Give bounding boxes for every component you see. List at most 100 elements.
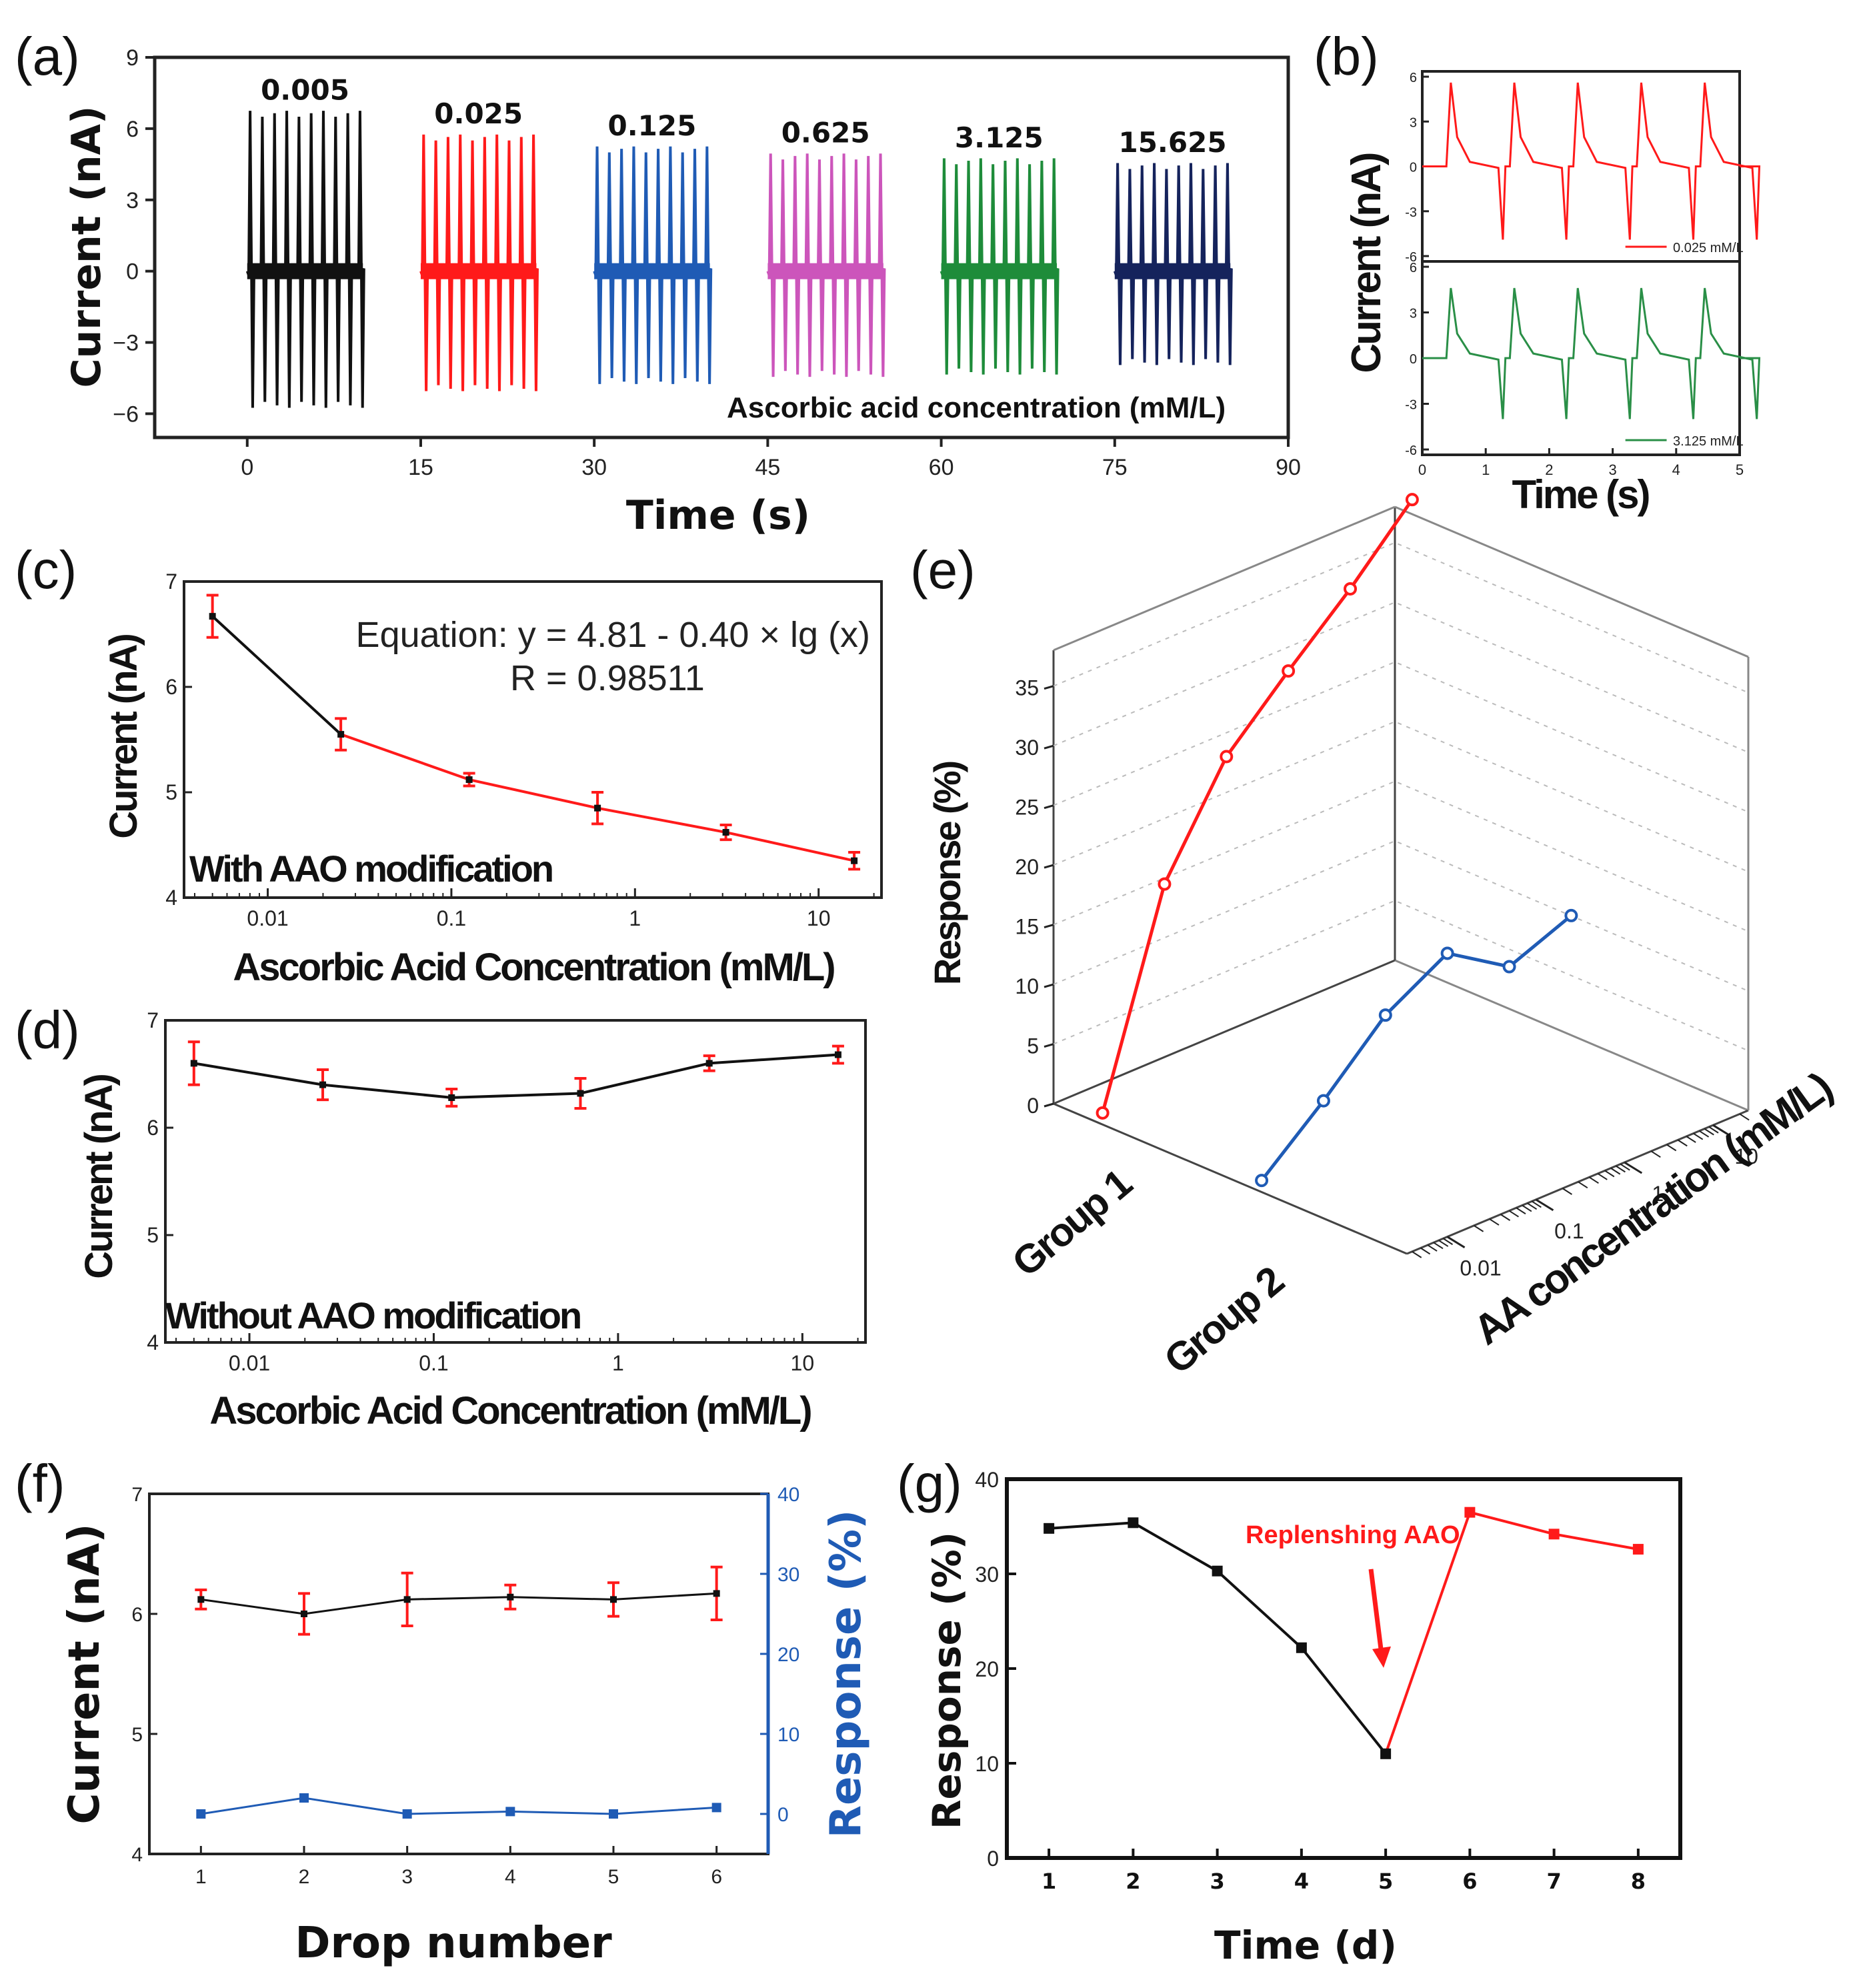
panel-e-x-minor-tick [1578,1181,1588,1188]
panel-b-x-tick-label: 4 [1672,461,1680,478]
panel-e-z-gridline [1053,840,1749,992]
panel-b: -6 -3 0 3 6 0.025 mM/L -6 -3 0 3 6 3.125 mM/L 0 1 2 3 4 5… [1344,70,1761,517]
panel-e-x-minor-tick [1420,1247,1431,1255]
panel-e-data-point [1502,960,1516,974]
panel-e-z-tick [1044,1043,1054,1048]
panel-e-x-minor-tick [1650,1150,1661,1158]
panel-d-series-segment [451,1092,581,1099]
panel-c-equation: Equation: y = 4.81 - 0.40 × lg (x) [356,615,870,655]
panel-e-x-minor-tick [1412,1250,1422,1258]
panel-c-y-tick-label: 7 [165,570,177,594]
panel-f-response-point [299,1793,309,1803]
panel-e-z-tick [1044,804,1054,810]
panel-a-x-tick-label: 0 [241,455,253,480]
panel-c-data-point [337,731,345,738]
panel-g-y-tick-label: 30 [975,1563,999,1587]
panel-d-x-axis-title: Ascorbic Acid Concentration (mM/L) [209,1389,811,1432]
panel-e-floor-back-edge [1394,959,1749,1112]
panel-b-y-tick-label: 3 [1410,115,1417,130]
panel-g-series-segment [1300,1647,1387,1755]
panel-b-y-tick-label: 3 [1410,307,1417,321]
panel-g-x-tick-label: 2 [1126,1869,1140,1894]
panel-c-y-axis-title: Current (nA) [102,635,145,839]
panel-label-f: (f) [15,1454,65,1513]
panel-e-x-minor-tick [1597,1172,1608,1180]
panel-e-floor-left-edge [1053,959,1396,1105]
panel-a-baseline-noise-0.005 [247,263,363,279]
panel-c-x-axis-title: Ascorbic Acid Concentration (mM/L) [233,946,834,989]
panel-g-data-point [1548,1529,1560,1540]
panel-f-response-point [711,1803,721,1813]
panel-g-x-tick-label: 6 [1462,1869,1477,1894]
panel-d-x-tick-label: 10 [791,1351,815,1375]
panel-e-z-axis-title: Response (%) [926,762,968,986]
panel-a-annotation: Ascorbic acid concentration (mM/L) [727,391,1226,424]
panel-d-data-point [577,1090,584,1097]
panel-e-floor-right-edge [1406,1109,1749,1255]
panel-b-y-tick-label: 6 [1410,261,1417,275]
panel-f-y-tick-label: 5 [131,1724,143,1746]
panel-e-x-minor-tick [1516,1207,1526,1214]
panel-g-arrow-head [1372,1646,1392,1668]
panel-d-series-segment [709,1053,839,1065]
panel-f-current-point [610,1596,617,1603]
panel-e-x-minor-tick [1474,1224,1484,1232]
panel-c-series-segment [597,806,726,834]
panel-a-series-line-0.005 [245,111,365,408]
panel-e-floor-front-edge [1053,1102,1408,1255]
panel-c-x-tick-label: 0.1 [437,906,466,930]
panel-c-series-segment [340,733,470,781]
panel-e-x-minor-tick [1708,1126,1719,1134]
panel-d-series-segment [580,1062,710,1095]
panel-f-x-tick-label: 2 [299,1866,310,1888]
panel-e-x-minor-tick [1442,1238,1454,1245]
panel-e-data-point [1220,750,1234,764]
panel-b-y-tick-label: -3 [1405,205,1417,220]
panel-a-baseline-noise-0.125 [594,263,710,279]
panel-e-x-minor-tick [1438,1240,1449,1247]
panel-c-r-value: R = 0.98511 [510,658,705,698]
panel-e-z-tick-label: 25 [1015,796,1039,820]
panel-a-series-label: 0.025 [434,97,523,130]
panel-c-y-tick-label: 5 [165,780,177,804]
panel-b-y-tick-label: 6 [1410,71,1417,85]
panel-a-marks: 0.005 0.025 0.125 0.625 3.125 15.625 [245,74,1233,408]
panel-e-x-minor-tick [1489,1218,1500,1226]
panel-label-a: (a) [15,27,80,86]
panel-f-y2-tick-label: 10 [777,1724,799,1746]
panel-f-x-tick-label: 5 [608,1866,619,1888]
panel-d-x-tick-label: 0.01 [229,1351,270,1375]
panel-d-data-point [448,1094,455,1101]
panel-e-x-minor-tick [1531,1200,1542,1208]
panel-f-y-tick-label: 4 [131,1844,143,1866]
panel-f-response-point [505,1807,515,1817]
panel-e-z-tick-label: 5 [1027,1034,1039,1058]
panel-e-x-minor-tick [1604,1170,1615,1178]
panel-g-series-segment [1384,1512,1472,1755]
panel-g-data-point [1128,1517,1139,1529]
panel-d-marks: 4 5 6 7 0.01 0.1 1 10 [147,1008,859,1375]
panel-e-grid [1052,506,1750,1255]
panel-e-z-tick-label: 0 [1027,1094,1039,1118]
panel-f-y-tick-label: 6 [131,1604,143,1626]
panel-e-x-minor-tick [1527,1202,1538,1210]
panel-g-series-segment [1048,1521,1134,1530]
panel-e-z-tick [1044,983,1054,988]
panel-d-y-tick-label: 5 [147,1223,159,1247]
panel-a-y-tick-label: −3 [113,331,139,356]
panel-c-data-point [851,857,858,864]
panel-f-marks: 4 5 6 7 0 10 20 30 40 1 2 3 4 5 6 [131,1484,799,1888]
panel-e-z-tick [1044,864,1054,869]
panel-e-data-point [1096,1106,1110,1120]
panel-a-x-tick-label: 45 [755,455,780,480]
panel-f-y2-tick-label: 30 [777,1564,799,1586]
panel-f-current-point [403,1596,411,1603]
panel-f-y-axis-title: Current (nA) [60,1523,109,1824]
panel-d-data-point [834,1051,841,1058]
panel-e-x-tick [1624,1161,1643,1174]
panel-e-x-tick-label: 0.01 [1460,1256,1501,1280]
panel-a-y-tick-label: 0 [126,259,139,285]
panel-e-x-minor-tick [1508,1210,1519,1218]
